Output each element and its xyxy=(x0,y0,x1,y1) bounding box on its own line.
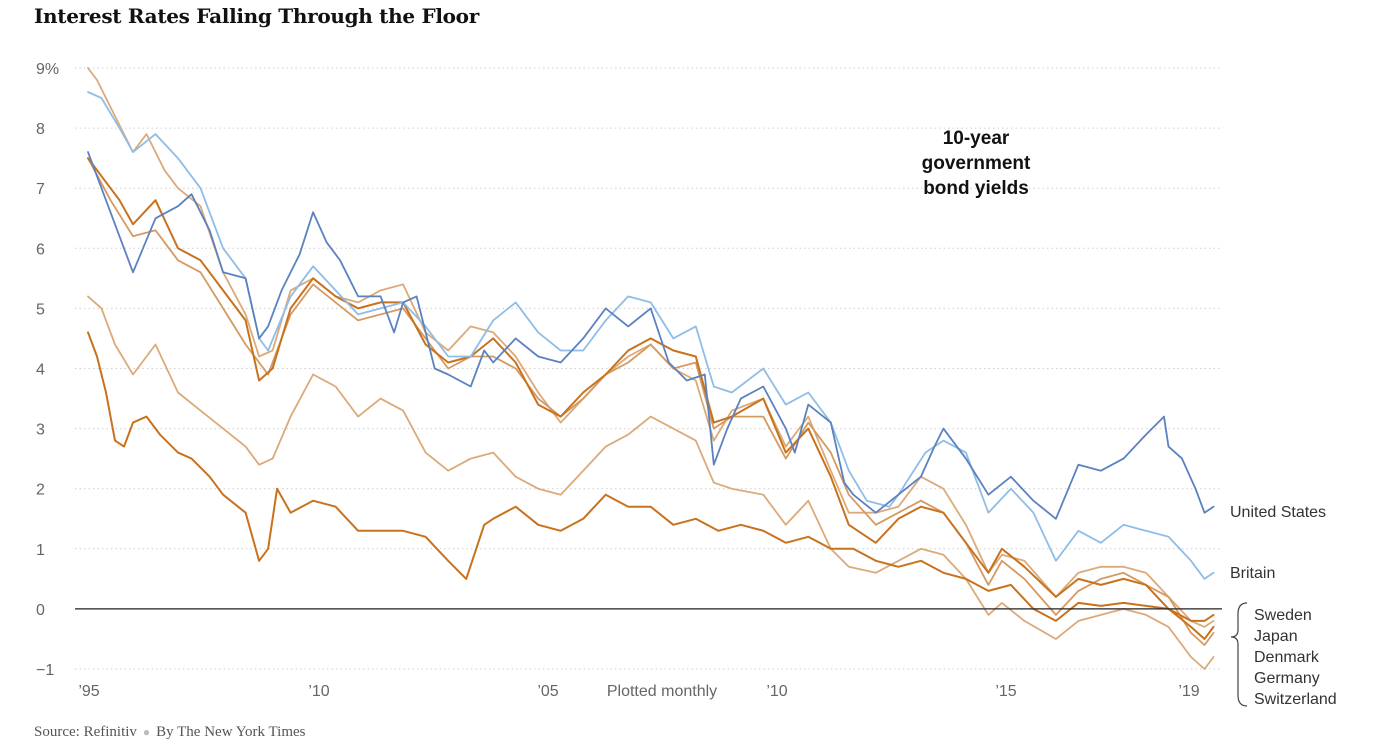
chart-title: Interest Rates Falling Through the Floor xyxy=(34,4,479,28)
x-tick-labels: ’95 ’10 ’05 ’10 ’15 ’19 xyxy=(78,683,1199,700)
x-axis-note: Plotted monthly xyxy=(607,683,717,700)
legend-britain: Britain xyxy=(1230,565,1275,582)
y-tick-label: 2 xyxy=(36,482,45,499)
byline: By The New York Times xyxy=(156,724,306,740)
y-tick-label: 9% xyxy=(36,61,59,78)
separator-dot: ● xyxy=(142,725,151,739)
source-text: Source: Refinitiv xyxy=(34,724,137,740)
y-tick-label: 8 xyxy=(36,121,45,138)
legend-brace xyxy=(1230,602,1248,707)
x-tick-label: ’19 xyxy=(1178,683,1199,700)
x-tick-label: ’10 xyxy=(308,683,329,700)
series-line-united-states xyxy=(87,151,1215,520)
legend-denmark: Denmark xyxy=(1254,649,1320,666)
y-tick-label: −1 xyxy=(36,662,54,679)
legend-sweden: Sweden xyxy=(1254,607,1312,624)
annotation-line: 10-year xyxy=(943,128,1010,149)
legend-united-states: United States xyxy=(1230,504,1326,521)
y-tick-label: 3 xyxy=(36,422,45,439)
y-tick-label: 7 xyxy=(36,181,45,198)
x-tick-label: ’10 xyxy=(766,683,787,700)
annotation-line: bond yields xyxy=(923,178,1029,199)
annotation-block: 10-year government bond yields xyxy=(922,128,1031,199)
annotation-line: government xyxy=(922,153,1031,174)
y-tick-label: 0 xyxy=(36,602,45,619)
series-line-germany xyxy=(87,157,1215,646)
y-tick-label: 5 xyxy=(36,301,45,318)
x-tick-label: ’15 xyxy=(995,683,1016,700)
y-tick-label: 1 xyxy=(36,542,45,559)
series-line-japan xyxy=(87,331,1215,622)
series-lines xyxy=(87,67,1215,670)
series-line-switzerland xyxy=(87,295,1215,670)
legend-germany: Germany xyxy=(1254,670,1320,687)
y-tick-label: 4 xyxy=(36,362,45,379)
y-tick-labels: −1 0 1 2 3 4 5 6 7 8 9% xyxy=(36,61,59,679)
series-line-sweden xyxy=(87,67,1215,628)
legend-japan: Japan xyxy=(1254,628,1298,645)
source-line: Source: Refinitiv ● By The New York Times xyxy=(34,724,306,741)
legend-switzerland: Switzerland xyxy=(1254,691,1337,708)
series-line-denmark xyxy=(87,157,1215,640)
x-tick-label: ’05 xyxy=(537,683,558,700)
x-tick-label: ’95 xyxy=(78,683,99,700)
legend-labels: United States Britain Sweden Japan Denmark Ge… xyxy=(1230,504,1337,708)
y-tick-label: 6 xyxy=(36,241,45,258)
grid-lines xyxy=(75,67,1222,670)
